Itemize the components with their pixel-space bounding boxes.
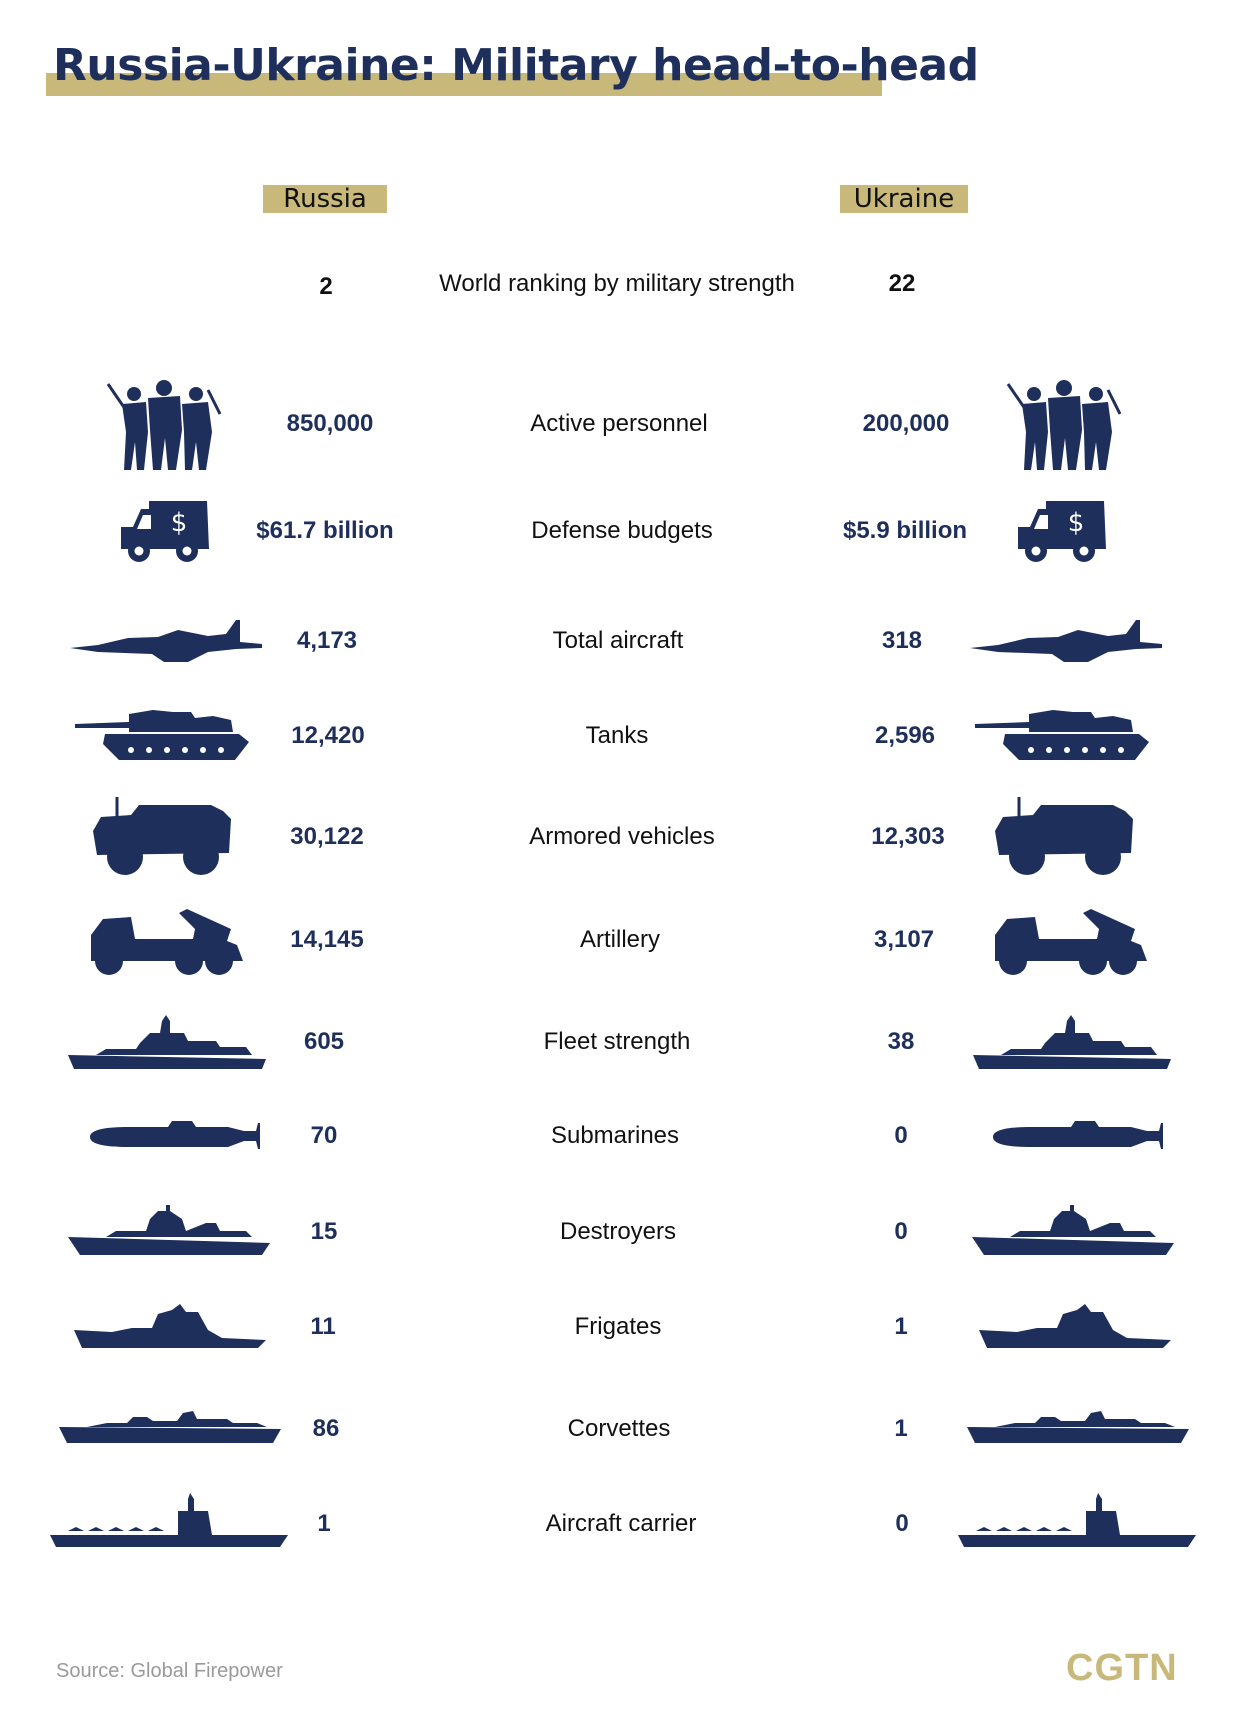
title-underline-bar	[46, 73, 882, 96]
row-label: Submarines	[550, 1122, 680, 1149]
warship-icon	[66, 1013, 276, 1071]
russia-value: $61.7 billion	[256, 517, 394, 544]
frigate-icon	[72, 1302, 272, 1352]
ukraine-column-header: Ukraine	[840, 184, 968, 214]
ukraine-value: $5.9 billion	[842, 517, 968, 544]
russia-ranking: 2	[319, 273, 333, 300]
ukraine-value: 0	[895, 1510, 909, 1537]
cgtn-logo: CGTN	[1066, 1647, 1178, 1689]
ukraine-value: 318	[881, 627, 923, 654]
russia-column-header: Russia	[263, 184, 387, 214]
ranking-label: World ranking by military strength	[439, 270, 795, 297]
destroyer-icon	[66, 1203, 276, 1261]
submarine-icon	[991, 1119, 1167, 1153]
ukraine-ranking: 22	[888, 270, 916, 297]
soldiers-icon	[1004, 374, 1124, 474]
row-label: Aircraft carrier	[545, 1510, 697, 1537]
russia-value: 850,000	[286, 410, 374, 437]
row-label: Artillery	[579, 926, 661, 953]
fighter-jet-icon	[68, 618, 264, 664]
frigate-icon	[977, 1302, 1177, 1352]
russia-value: 4,173	[296, 627, 358, 654]
armored-vehicle-icon	[993, 795, 1143, 879]
row-label: Corvettes	[567, 1415, 671, 1442]
row-label: Destroyers	[559, 1218, 677, 1245]
ukraine-value: 0	[894, 1218, 908, 1245]
fighter-jet-icon	[968, 618, 1164, 664]
money-truck-icon	[117, 497, 213, 565]
page-title: Russia-Ukraine: Military head-to-head	[53, 40, 979, 91]
ukraine-value: 1	[894, 1415, 908, 1442]
source-note: Source: Global Firepower	[56, 1660, 283, 1682]
ukraine-value: 3,107	[873, 926, 935, 953]
ukraine-value: 0	[894, 1122, 908, 1149]
rocket-launcher-truck-icon	[987, 905, 1155, 975]
russia-value: 1	[317, 1510, 331, 1537]
money-truck-icon	[1014, 497, 1110, 565]
russia-value: 11	[310, 1313, 336, 1340]
aircraft-carrier-icon	[48, 1493, 292, 1555]
row-label: Armored vehicles	[529, 823, 715, 850]
russia-value: 605	[303, 1028, 345, 1055]
destroyer-icon	[970, 1203, 1180, 1261]
row-label: Fleet strength	[543, 1028, 691, 1055]
row-label: Total aircraft	[552, 627, 684, 654]
row-label: Active personnel	[530, 410, 708, 437]
russia-value: 15	[310, 1218, 338, 1245]
corvette-icon	[57, 1409, 283, 1449]
tank-icon	[973, 708, 1153, 764]
russia-value: 86	[312, 1415, 340, 1442]
corvette-icon	[965, 1409, 1191, 1449]
armored-vehicle-icon	[91, 795, 241, 879]
russia-value: 12,420	[291, 722, 365, 749]
row-label: Frigates	[574, 1313, 662, 1340]
aircraft-carrier-icon	[956, 1493, 1200, 1555]
ukraine-value: 1	[894, 1313, 908, 1340]
ukraine-value: 12,303	[871, 823, 945, 850]
row-label: Tanks	[585, 722, 649, 749]
russia-value: 70	[310, 1122, 338, 1149]
rocket-launcher-truck-icon	[83, 905, 251, 975]
submarine-icon	[88, 1119, 264, 1153]
russia-value: 14,145	[290, 926, 364, 953]
ukraine-value: 2,596	[874, 722, 936, 749]
row-label: Defense budgets	[531, 517, 713, 544]
soldiers-icon	[104, 374, 224, 474]
ukraine-value: 38	[887, 1028, 915, 1055]
tank-icon	[73, 708, 253, 764]
warship-icon	[971, 1013, 1181, 1071]
russia-value: 30,122	[290, 823, 364, 850]
ukraine-value: 200,000	[862, 410, 950, 437]
